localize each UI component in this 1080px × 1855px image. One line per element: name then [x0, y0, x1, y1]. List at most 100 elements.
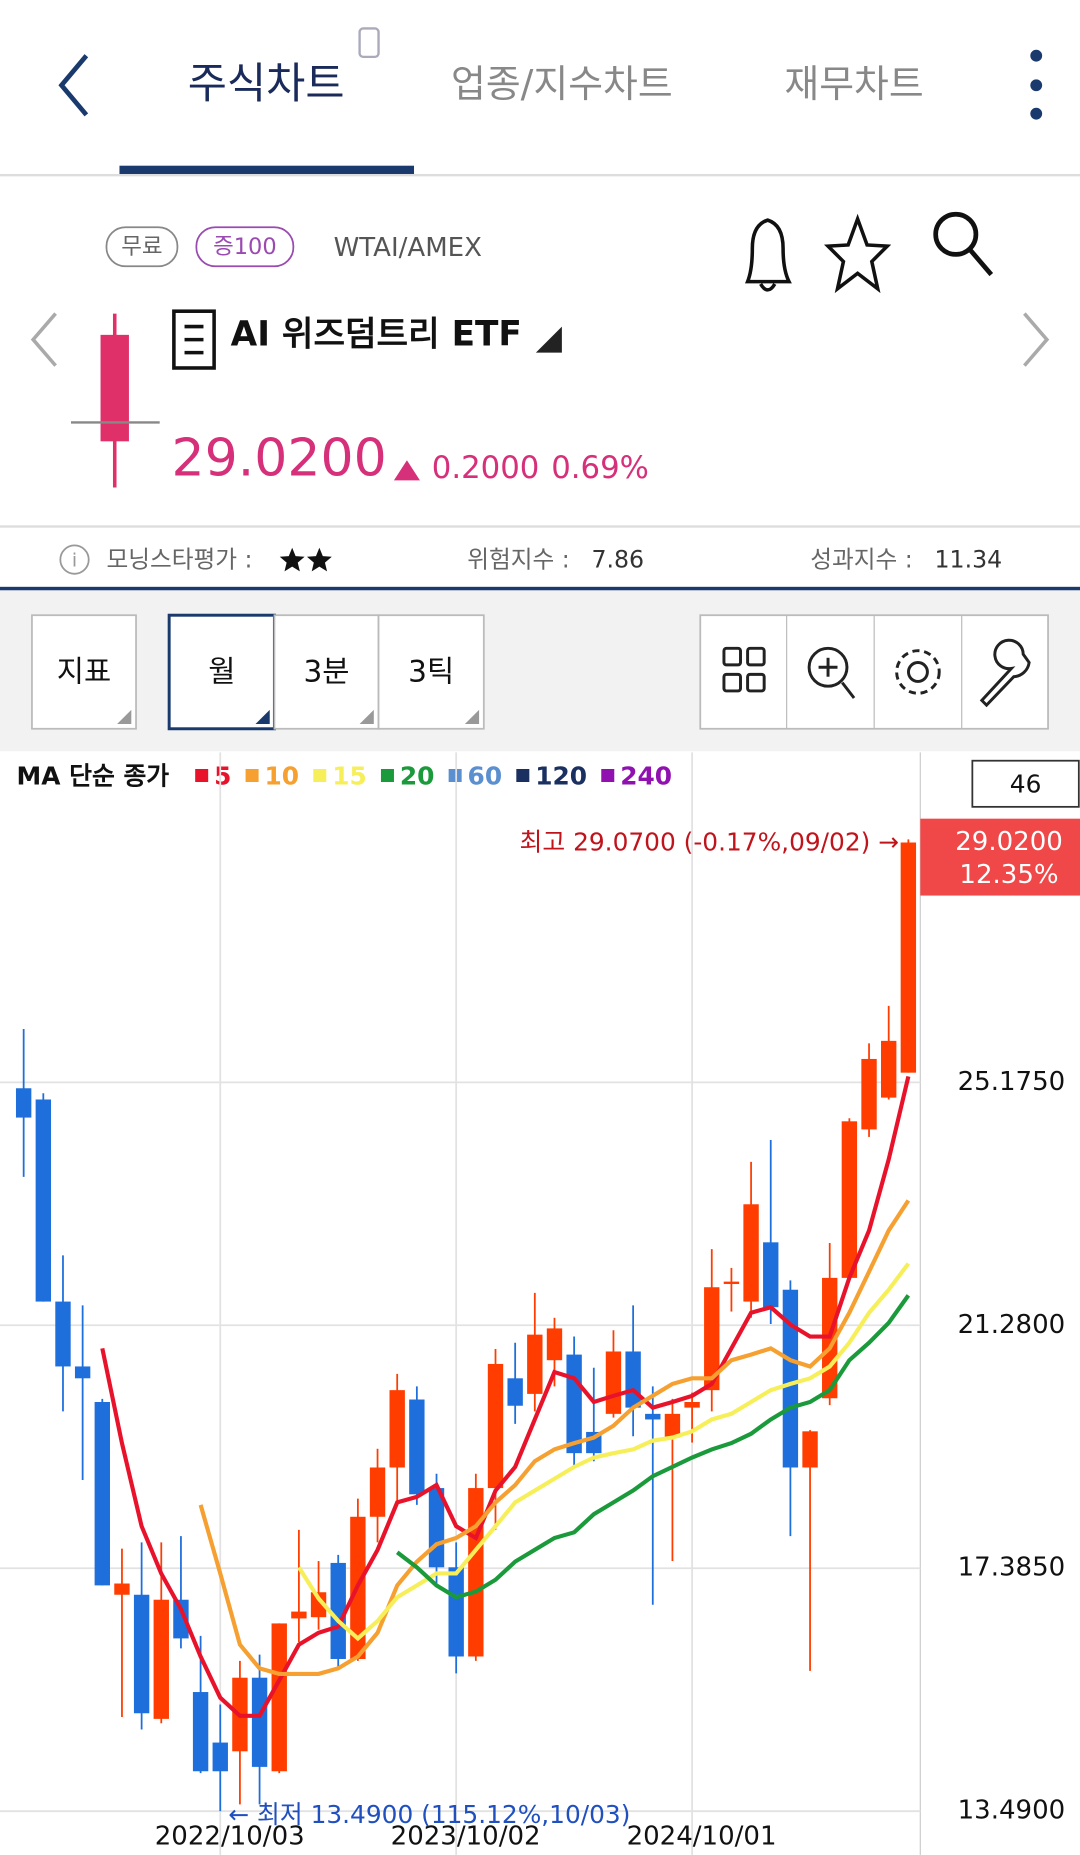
back-button[interactable] — [58, 54, 89, 117]
candle-body — [684, 1402, 700, 1408]
ma-line — [395, 1294, 911, 1600]
candle-body — [389, 1390, 405, 1468]
toolbar-button-label[interactable]: 지표 — [57, 655, 111, 689]
last-change: 12.35% — [959, 860, 1058, 890]
candle-body — [369, 1467, 386, 1517]
next-stock[interactable] — [1023, 312, 1050, 367]
rating-star — [306, 547, 332, 572]
candle-body — [448, 1567, 464, 1657]
x-tick-label: 2022/10/03 — [155, 1822, 305, 1852]
legend-label: 120 — [535, 761, 587, 790]
stock-code: WTAI/AMEX — [334, 233, 483, 263]
tab-stock-chart[interactable]: 주식차트 — [188, 59, 345, 109]
price: 29.0200 — [172, 428, 387, 488]
toolbar-button[interactable] — [377, 614, 485, 730]
toolbar-button-label[interactable]: 월 — [208, 655, 235, 689]
price-change-pct: 0.69% — [551, 450, 649, 486]
candle-body — [723, 1281, 740, 1284]
candle-body — [861, 1058, 877, 1130]
more-menu[interactable] — [1030, 49, 1043, 120]
settings-tool[interactable] — [895, 649, 941, 695]
doc-icon[interactable] — [172, 309, 216, 370]
legend-swatch — [601, 768, 615, 783]
alarm-button[interactable] — [744, 218, 792, 292]
search-button[interactable] — [933, 211, 994, 277]
candle-body — [664, 1413, 681, 1438]
tool-wrench[interactable] — [979, 638, 1031, 708]
ma-line — [198, 1199, 911, 1676]
rotate-icon[interactable] — [358, 27, 380, 59]
toolbar-button-label[interactable]: 3틱 — [408, 655, 454, 689]
candle-body — [743, 1204, 759, 1302]
badge-margin — [195, 226, 295, 268]
perf-value: 11.34 — [935, 545, 1003, 573]
candle-body — [487, 1363, 504, 1489]
y-tick-label: 13.4900 — [958, 1796, 1066, 1826]
layout-tool[interactable] — [722, 646, 766, 693]
x-tick-label: 2024/10/01 — [627, 1822, 777, 1852]
legend-label: 5 — [214, 761, 231, 790]
zoom-tool[interactable] — [807, 646, 856, 699]
prev-stock[interactable] — [30, 312, 57, 367]
candle-body — [291, 1611, 307, 1619]
last-price-badge — [920, 818, 1080, 896]
candle-body — [330, 1562, 346, 1659]
legend-swatch — [313, 768, 327, 783]
candle-body — [310, 1592, 327, 1618]
dropdown-corner — [464, 709, 480, 725]
right-tools — [699, 614, 1049, 730]
legend-swatch — [195, 768, 209, 783]
candle-body — [566, 1354, 582, 1454]
risk-label: 위험지수 : — [467, 545, 569, 573]
ma-line — [100, 1075, 911, 1718]
candle-body — [251, 1677, 268, 1767]
tab-finance-chart[interactable]: 재무차트 — [784, 62, 923, 106]
count-box-text[interactable]: 46 — [1010, 770, 1042, 799]
toolbar-button[interactable] — [273, 614, 380, 730]
tab-index-chart[interactable]: 업종/지수차트 — [451, 62, 673, 106]
legend-label: 20 — [400, 761, 435, 790]
info-icon[interactable]: i — [59, 544, 90, 575]
candle-body — [15, 1088, 32, 1118]
candle-body — [507, 1378, 523, 1406]
divider — [0, 173, 1080, 177]
candle-body — [546, 1328, 563, 1361]
dropdown-corner — [359, 709, 374, 725]
candle-body — [881, 1040, 897, 1098]
ma-line — [297, 1262, 911, 1642]
candle-body — [271, 1623, 287, 1772]
legend-swatch — [380, 768, 394, 783]
candle-body — [192, 1692, 209, 1772]
candle-body — [74, 1366, 91, 1379]
candle-body — [704, 1287, 720, 1391]
favorite-button[interactable] — [823, 213, 892, 294]
candle-body — [409, 1399, 425, 1495]
candle-body — [468, 1488, 484, 1657]
rating-star — [279, 547, 305, 572]
badge-free — [105, 226, 179, 268]
candle-body — [763, 1242, 779, 1308]
candle-body — [173, 1599, 189, 1639]
count-box[interactable] — [971, 759, 1080, 808]
toolbar-button-label[interactable]: 3분 — [303, 655, 349, 689]
legend-swatch — [448, 768, 462, 783]
legend-label: 60 — [468, 761, 503, 790]
candle-body — [55, 1301, 71, 1367]
legend-swatch — [516, 768, 530, 783]
low-annotation: ← 최저 13.4900 (115.12%,10/03) — [228, 1800, 630, 1829]
y-tick-label: 25.1750 — [958, 1067, 1066, 1097]
toolbar-button[interactable] — [31, 614, 137, 730]
badge-margin-text: 증100 — [213, 234, 277, 260]
high-annotation: 최고 29.0700 (-0.17%,09/02) → — [520, 828, 899, 857]
stock-name[interactable]: AI 위즈덤트리 ETF — [231, 315, 522, 355]
legend-label: 240 — [620, 761, 672, 790]
candle-body — [900, 842, 917, 1073]
candle-body — [802, 1431, 818, 1468]
morningstar-label: 모닝스타평가 : — [106, 545, 252, 573]
candle-body — [35, 1099, 52, 1302]
divider — [0, 525, 1080, 528]
candle-body — [782, 1289, 799, 1468]
legend-swatch — [245, 768, 259, 783]
legend-title: MA 단순 종가 — [17, 761, 170, 790]
